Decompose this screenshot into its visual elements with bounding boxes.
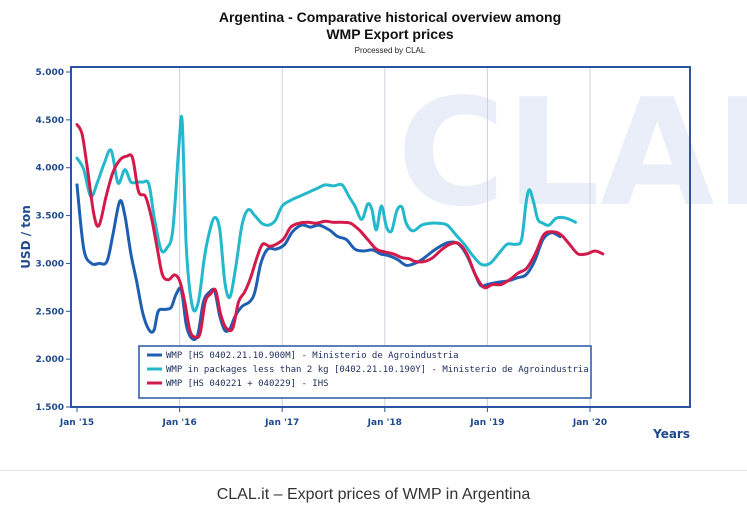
- chart: CLAL Argentina - Comparative historical …: [19, 9, 747, 441]
- y-tick-label: 3.500: [36, 212, 64, 222]
- caption: CLAL.it – Export prices of WMP in Argent…: [216, 486, 531, 503]
- x-tick-label: Jan '17: [264, 418, 299, 428]
- x-tick-label: Jan '15: [59, 418, 94, 428]
- clal-watermark: CLAL: [397, 67, 747, 239]
- series-line-2: [75, 114, 577, 313]
- legend-item-3: WMP [HS 040221 + 040229] - IHS: [166, 379, 329, 389]
- y-axis-label: USD / ton: [19, 205, 33, 269]
- legend-box: [138, 345, 592, 399]
- y-tick-label: 4.000: [36, 164, 64, 174]
- x-tick-label: Jan '19: [469, 418, 504, 428]
- series-line-3: [75, 123, 605, 340]
- x-axis-ticks: Jan '15 Jan '16 Jan '17 Jan '18 Jan '19 Jan '…: [59, 407, 607, 428]
- chart-subtitle: Processed by CLAL: [355, 46, 426, 55]
- y-tick-label: 2.500: [36, 307, 64, 317]
- y-tick-label: 3.000: [36, 259, 64, 269]
- x-tick-label: Jan '20: [572, 418, 607, 428]
- legend-item-2: WMP in packages less than 2 kg [0402.21.…: [166, 365, 589, 375]
- legend: WMP [HS 0402.21.10.900M] - Ministerio de…: [138, 345, 592, 399]
- legend-item-1: WMP [HS 0402.21.10.900M] - Ministerio de…: [166, 351, 459, 361]
- y-tick-label: 2.000: [36, 355, 64, 365]
- y-tick-label: 4.500: [36, 116, 64, 126]
- footer-divider: [0, 470, 747, 471]
- series-layer: [75, 114, 605, 342]
- y-axis-ticks: 5.000 4.500 4.000 3.500 3.000 2.500 2.000 1.500: [36, 68, 71, 413]
- y-tick-label: 1.500: [36, 403, 64, 413]
- x-tick-label: Jan '16: [161, 418, 196, 428]
- plot-frame: [70, 66, 691, 408]
- chart-title-line1: Argentina - Comparative historical overv…: [219, 9, 561, 25]
- y-tick-label: 5.000: [36, 68, 64, 78]
- x-axis-label: Years: [652, 427, 690, 441]
- x-tick-label: Jan '18: [367, 418, 402, 428]
- chart-title-line2: WMP Export prices: [326, 26, 454, 42]
